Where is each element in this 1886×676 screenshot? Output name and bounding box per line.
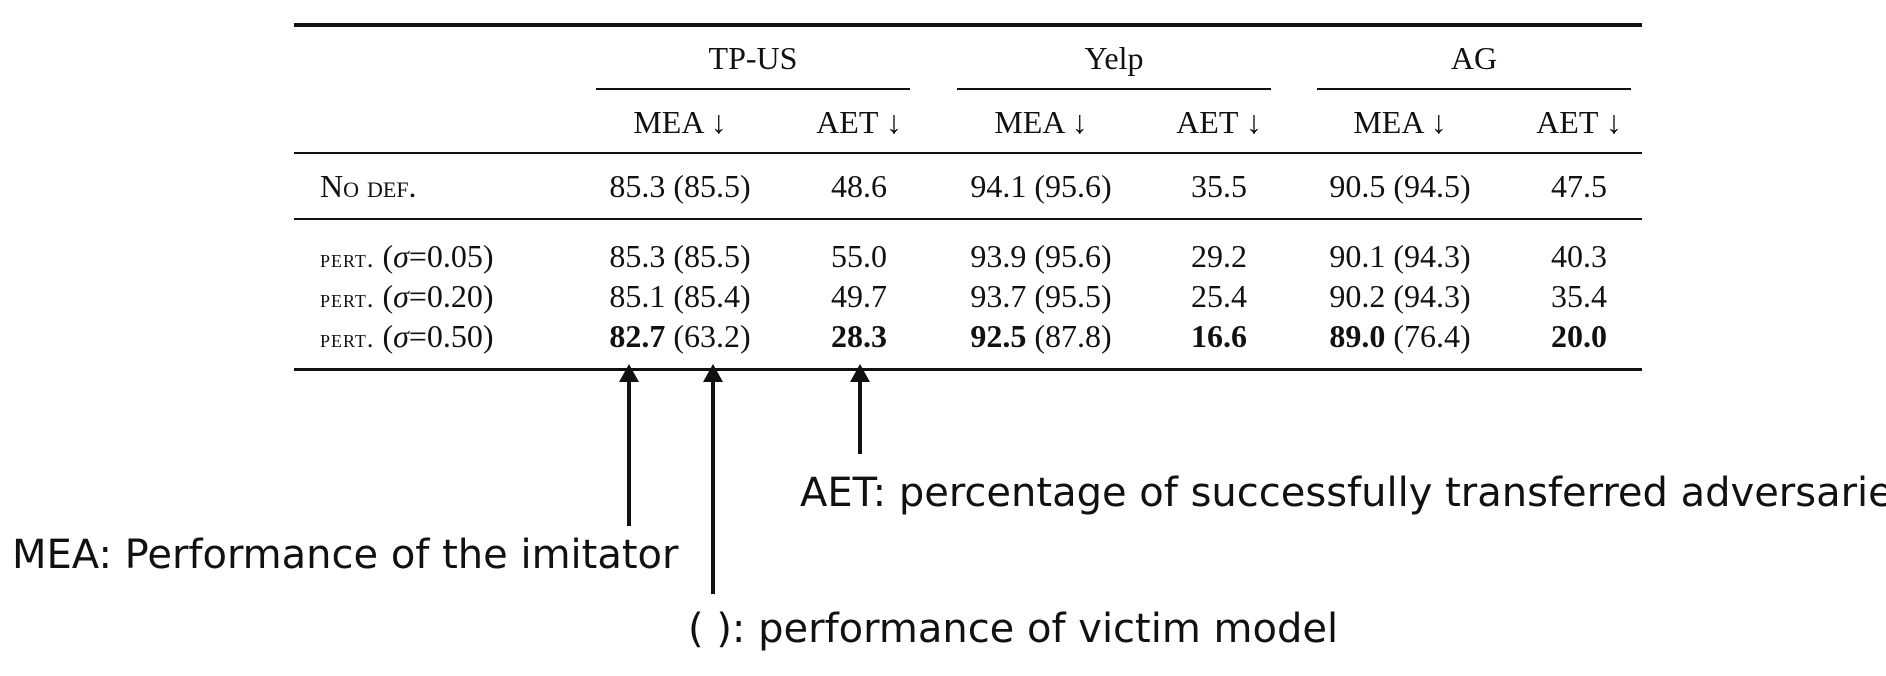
annotation-aet: AET: percentage of successfully transfer…	[800, 470, 1886, 516]
table-cell: 47.5	[1551, 168, 1607, 204]
row-label-pert-020: pert. (σ=0.20)	[320, 278, 494, 314]
group-underline-ag	[1317, 88, 1631, 90]
group-underline-tpus	[596, 88, 910, 90]
row-label-no-defense: No def.	[320, 168, 417, 204]
row-label-pert-050: pert. (σ=0.50)	[320, 318, 494, 354]
table-cell: 90.5 (94.5)	[1329, 168, 1471, 204]
subheader-aet: AET ↓	[816, 104, 902, 140]
subheader-mea: MEA ↓	[633, 104, 727, 140]
table-top-rule	[294, 23, 1642, 27]
arrow-aet	[850, 364, 870, 454]
annotation-mea: MEA: Performance of the imitator	[12, 532, 679, 578]
table-cell: 94.1 (95.6)	[970, 168, 1112, 204]
table-cell: 29.2	[1191, 238, 1247, 274]
table-cell: 28.3	[831, 318, 887, 354]
group-header-tpus: TP-US	[708, 40, 798, 76]
row-label-pert-005: pert. (σ=0.05)	[320, 238, 494, 274]
table-cell: 90.2 (94.3)	[1329, 278, 1471, 314]
table-cell: 25.4	[1191, 278, 1247, 314]
table-cell: 48.6	[831, 168, 887, 204]
table-cell: 85.3 (85.5)	[609, 168, 751, 204]
table-cell: 89.0 (76.4)	[1329, 318, 1471, 354]
table-cell: 92.5 (87.8)	[970, 318, 1112, 354]
table-cell: 93.7 (95.5)	[970, 278, 1112, 314]
table-cell: 16.6	[1191, 318, 1247, 354]
table-cell: 40.3	[1551, 238, 1607, 274]
subheader-aet: AET ↓	[1536, 104, 1622, 140]
table-cell: 49.7	[831, 278, 887, 314]
table-cell: 35.4	[1551, 278, 1607, 314]
table-cell: 82.7 (63.2)	[609, 318, 751, 354]
table-cell: 20.0	[1551, 318, 1607, 354]
group-underline-yelp	[957, 88, 1271, 90]
table-bottom-rule	[294, 368, 1642, 371]
group-header-yelp: Yelp	[1084, 40, 1144, 76]
table-cell: 93.9 (95.6)	[970, 238, 1112, 274]
header-rule	[294, 152, 1642, 154]
group-header-ag: AG	[1450, 40, 1498, 76]
table-cell: 35.5	[1191, 168, 1247, 204]
subheader-mea: MEA ↓	[994, 104, 1088, 140]
table-cell: 85.3 (85.5)	[609, 238, 751, 274]
table-cell: 90.1 (94.3)	[1329, 238, 1471, 274]
table-cell: 55.0	[831, 238, 887, 274]
subheader-mea: MEA ↓	[1353, 104, 1447, 140]
annotation-victim: ( ): performance of victim model	[688, 606, 1339, 652]
section-rule	[294, 218, 1642, 220]
subheader-aet: AET ↓	[1176, 104, 1262, 140]
arrow-mea	[619, 364, 639, 526]
table-cell: 85.1 (85.4)	[609, 278, 751, 314]
arrow-victim	[703, 364, 723, 594]
